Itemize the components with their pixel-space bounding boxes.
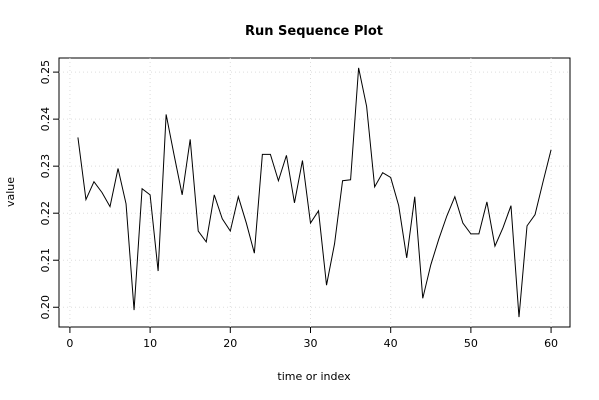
y-tick-label: 0.23	[39, 154, 52, 179]
data-line	[77, 67, 552, 318]
x-tick-label: 60	[544, 337, 558, 350]
y-tick-label: 0.22	[39, 201, 52, 226]
y-tick-label: 0.25	[39, 60, 52, 85]
x-tick-label: 20	[223, 337, 237, 350]
y-axis-label: value	[4, 177, 17, 207]
x-axis-label: time or index	[277, 370, 351, 383]
plot-box	[58, 57, 571, 328]
x-tick-label: 40	[384, 337, 398, 350]
y-tick-label: 0.24	[39, 107, 52, 131]
x-tick-label: 30	[303, 337, 317, 350]
x-tick-label: 10	[143, 337, 157, 350]
chart-title: Run Sequence Plot	[245, 24, 383, 39]
x-tick-label: 0	[66, 337, 73, 350]
y-tick-label: 0.20	[39, 295, 52, 320]
y-tick-label: 0.21	[39, 248, 52, 273]
x-tick-label: 50	[464, 337, 478, 350]
